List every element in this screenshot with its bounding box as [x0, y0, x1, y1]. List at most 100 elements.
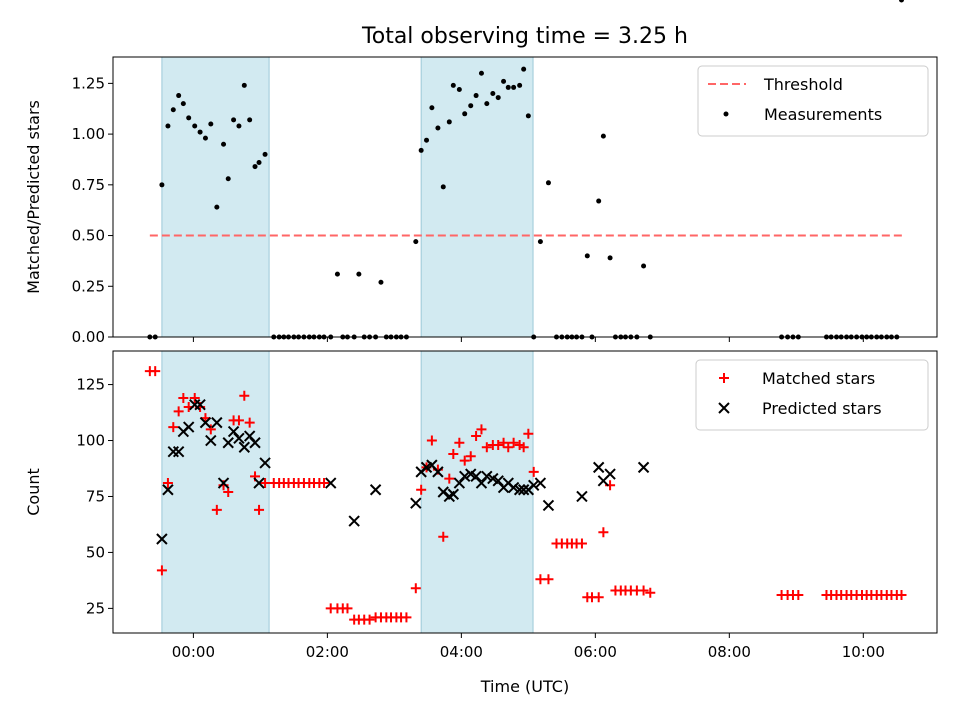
predicted-star-point — [410, 497, 422, 509]
x-tick-label: 08:00 — [708, 643, 751, 661]
legend-key-predicted — [718, 402, 730, 414]
measurement-point — [440, 184, 446, 190]
measurement-point — [898, 0, 904, 3]
y-tick-label: 125 — [76, 376, 105, 394]
predicted-star-point — [199, 416, 212, 429]
matched-star-point — [638, 585, 649, 596]
matched-star-point — [465, 451, 476, 462]
predicted-star-point — [253, 477, 265, 489]
matched-star-point — [401, 612, 412, 623]
measurement-point — [490, 91, 496, 97]
measurement-point — [241, 82, 247, 88]
measurement-point — [607, 255, 613, 261]
predicted-star-point — [162, 484, 174, 496]
measurement-point — [525, 113, 531, 119]
measurement-point — [334, 271, 340, 277]
predicted-star-point — [156, 533, 168, 545]
matched-star-point — [254, 504, 265, 515]
predicted-star-point — [369, 484, 382, 496]
predicted-star-point — [447, 488, 460, 500]
ratio-panel: 0.00 0.25 0.50 0.75 1.00 1.25 Matched/Predicte… — [24, 0, 938, 346]
predicted-star-point — [182, 421, 195, 433]
measurement-point — [180, 101, 186, 107]
matched-star-point — [342, 603, 353, 614]
legend-label: Threshold — [763, 75, 843, 94]
measurement-point — [176, 93, 182, 99]
measurement-point — [214, 204, 220, 210]
matched-star-point — [205, 424, 216, 435]
matched-star-point — [448, 448, 459, 459]
measurement-point — [600, 133, 606, 139]
matched-star-point — [471, 431, 482, 442]
measurement-point — [456, 86, 462, 92]
legend: Matched stars Predicted stars — [695, 359, 929, 431]
matched-star-point — [476, 424, 487, 435]
measurement-point — [256, 160, 262, 166]
matched-star-point — [493, 440, 504, 450]
matched-star-point — [498, 437, 509, 448]
measurement-point — [165, 123, 171, 129]
matched-star-point — [481, 442, 492, 453]
measurement-point — [186, 115, 192, 121]
matched-star-point — [444, 473, 455, 484]
predicted-star-point — [437, 486, 449, 498]
measurement-point — [468, 103, 474, 109]
legend-key-matched — [719, 373, 729, 383]
predicted-star-point — [205, 434, 217, 447]
y-tick-label: 25 — [86, 599, 105, 617]
predicted-star-point — [458, 470, 471, 483]
measurement-point — [208, 121, 214, 127]
predicted-star-point — [217, 477, 230, 489]
predicted-star-point — [348, 515, 360, 527]
matched-star-point — [223, 487, 234, 497]
predicted-star-point — [249, 437, 261, 449]
measurement-point — [584, 253, 590, 259]
measurement-point — [418, 147, 424, 153]
predicted-star-point — [604, 468, 616, 480]
measurement-point — [495, 95, 501, 101]
predicted-star-point — [592, 461, 605, 474]
predicted-star-point — [513, 484, 526, 496]
legend: Threshold Measurements — [697, 65, 929, 137]
measurement-point — [192, 123, 198, 129]
matched-star-point — [410, 583, 421, 594]
matched-star-point — [211, 504, 222, 515]
y-tick-label: 0.75 — [72, 176, 105, 194]
predicted-star-point — [432, 466, 444, 478]
legend-label: Predicted stars — [762, 399, 882, 418]
measurement-point — [545, 180, 551, 186]
matched-star-point — [150, 366, 161, 377]
matched-star-point — [576, 538, 587, 549]
measurement-point — [236, 123, 242, 129]
y-axis-label: Matched/Predicted stars — [24, 100, 43, 294]
matched-star-point — [416, 484, 427, 495]
matched-star-point — [518, 442, 529, 453]
matched-star-point — [454, 437, 465, 448]
matched-star-point — [426, 435, 437, 446]
y-tick-label: 0.25 — [72, 277, 105, 295]
predicted-star-point — [576, 490, 588, 503]
measurement-point — [231, 117, 237, 123]
matched-star-point — [168, 422, 179, 433]
y-tick-label: 50 — [86, 543, 105, 561]
measurement-point — [501, 78, 507, 84]
matched-star-point — [260, 478, 271, 489]
measurement-point — [159, 182, 165, 188]
legend-label: Measurements — [764, 105, 882, 124]
measurement-point — [521, 66, 527, 72]
predicted-star-point — [517, 484, 530, 496]
measurement-point — [378, 279, 384, 285]
observing-interval-shade — [161, 56, 270, 338]
legend-box — [697, 65, 929, 137]
predicted-star-point — [233, 432, 245, 444]
matched-star-point — [523, 428, 534, 439]
measurement-point — [478, 70, 484, 76]
matched-star-point — [178, 393, 189, 403]
matched-star-point — [189, 393, 200, 403]
x-tick-label: 02:00 — [306, 643, 349, 661]
measurement-point — [221, 141, 227, 147]
plot-frame — [112, 350, 938, 634]
measurement-point — [356, 271, 362, 277]
matched-star-point — [239, 390, 250, 401]
